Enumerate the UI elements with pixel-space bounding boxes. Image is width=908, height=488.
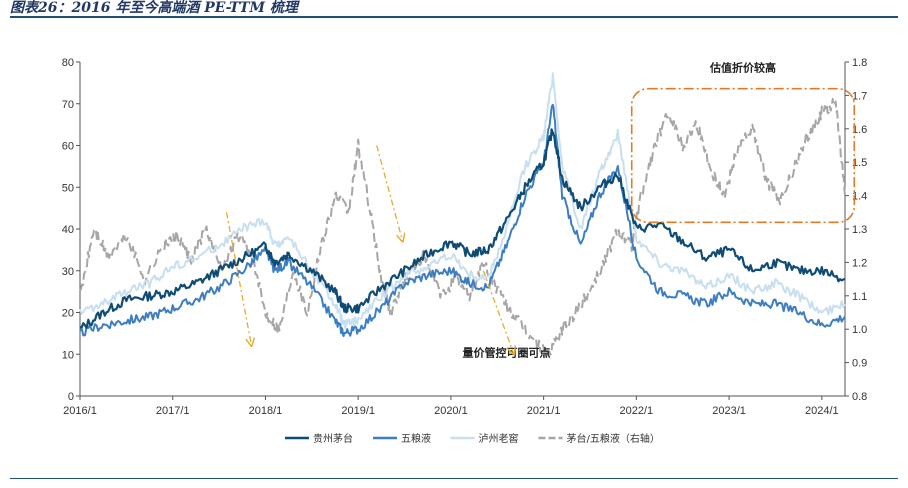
y-right-tick-label: 1.0 [852, 324, 867, 336]
title-rule [10, 16, 898, 18]
trend-arrow [225, 212, 252, 346]
y-left-tick-label: 30 [62, 266, 74, 278]
bottom-annotation-label: 量价管控可圈可点 [463, 345, 551, 359]
y-left-tick-label: 60 [62, 141, 74, 153]
y-right-tick-label: 1.7 [852, 90, 867, 102]
y-left-tick-label: 80 [62, 57, 74, 69]
y-left-tick-label: 40 [62, 224, 74, 236]
y-right-tick-label: 1.2 [852, 257, 867, 269]
chart-axes: 0 10 20 30 40 50 60 70 80 0.8 0.9 1.0 1.1 1.2 1.3 1.4 1.… [62, 57, 868, 417]
y-right-tick-label: 0.8 [852, 391, 867, 403]
trend-arrow [482, 270, 514, 355]
legend-label: 茅台/五粮液（右轴） [567, 432, 660, 445]
y-left-tick-label: 0 [68, 391, 74, 403]
highlight-box-label: 估值折价较高 [709, 61, 776, 75]
legend-label: 泸州老窖 [479, 432, 519, 445]
highlight-box [630, 87, 856, 224]
y-left-tick-label: 50 [62, 182, 74, 194]
series-line-0 [79, 128, 846, 329]
x-tick-label: 2020/1 [434, 405, 468, 417]
series-layer [79, 72, 846, 359]
x-tick-label: 2022/1 [620, 405, 654, 417]
series-line-3 [79, 97, 846, 359]
trend-arrow [376, 145, 403, 242]
x-tick-label: 2019/1 [341, 405, 375, 417]
y-left-tick-label: 70 [62, 99, 74, 111]
y-right-tick-label: 1.6 [852, 124, 867, 136]
y-right-tick-label: 1.4 [852, 191, 867, 203]
legend-label: 贵州茅台 [313, 432, 353, 445]
figure-title: 图表26：2016 年至今高端酒 PE-TTM 梳理 [10, 0, 298, 16]
y-right-tick-label: 1.5 [852, 157, 867, 169]
series-line-2 [79, 72, 846, 330]
x-tick-label: 2017/1 [156, 405, 190, 417]
legend: 贵州茅台 五粮液 泸州老窖 茅台/五粮液（右轴） [285, 432, 660, 445]
y-right-tick-label: 1.8 [852, 57, 867, 69]
x-tick-label: 2016/1 [63, 405, 97, 417]
x-tick-label: 2021/1 [527, 405, 561, 417]
legend-label: 五粮液 [401, 432, 431, 445]
x-tick-label: 2018/1 [249, 405, 283, 417]
y-left-tick-label: 20 [62, 308, 74, 320]
series-line-1 [79, 103, 846, 337]
y-right-tick-label: 1.3 [852, 224, 867, 236]
y-right-tick-label: 0.9 [852, 358, 867, 370]
y-right-tick-label: 1.1 [852, 291, 867, 303]
y-left-tick-label: 10 [62, 349, 74, 361]
x-tick-label: 2024/1 [805, 405, 839, 417]
x-tick-label: 2023/1 [712, 405, 746, 417]
footer-rule [10, 478, 898, 479]
